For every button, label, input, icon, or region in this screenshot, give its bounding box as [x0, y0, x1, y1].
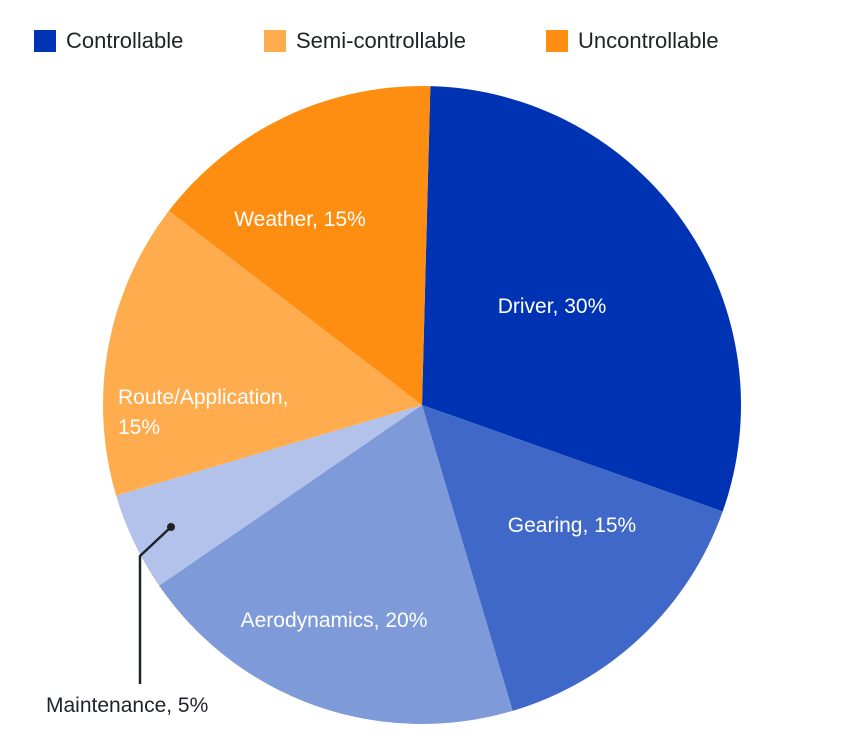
pie-slice-weather — [168, 86, 431, 405]
maintenance-leader-line — [138, 526, 172, 684]
legend-swatch-uncontrollable — [546, 30, 568, 52]
slice-label-route-application-line1: Route/Application, — [118, 386, 288, 409]
maintenance-leader-dot — [167, 523, 175, 531]
slice-label-maintenance: Maintenance, 5% — [46, 694, 208, 717]
slice-label-driver: Driver, 30% — [498, 295, 607, 318]
pie-slice-maintenance — [116, 405, 422, 586]
slice-label-gearing: Gearing, 15% — [508, 514, 636, 537]
slice-label-aerodynamics: Aerodynamics, 20% — [241, 609, 428, 632]
pie-slices — [103, 86, 741, 724]
legend-label-uncontrollable: Uncontrollable — [578, 28, 719, 53]
legend-swatch-controllable — [34, 30, 56, 52]
legend-item-uncontrollable: Uncontrollable — [546, 28, 719, 54]
legend-label-controllable: Controllable — [66, 28, 184, 53]
slice-label-weather: Weather, 15% — [234, 208, 366, 231]
pie-slice-driver — [422, 86, 741, 512]
legend-item-controllable: Controllable — [34, 28, 183, 54]
slice-label-route-application-line2: 15% — [118, 416, 160, 439]
pie-slice-aerodynamics — [159, 405, 513, 724]
legend-label-semi-controllable: Semi-controllable — [296, 28, 466, 53]
pie-slice-gearing — [422, 405, 723, 711]
legend-swatch-semi-controllable — [264, 30, 286, 52]
legend-item-semi-controllable: Semi-controllable — [264, 28, 466, 54]
pie-slice-route-application — [103, 210, 422, 496]
pie-labels: Driver, 30% Gearing, 15% Aerodynamics, 2… — [46, 208, 636, 717]
